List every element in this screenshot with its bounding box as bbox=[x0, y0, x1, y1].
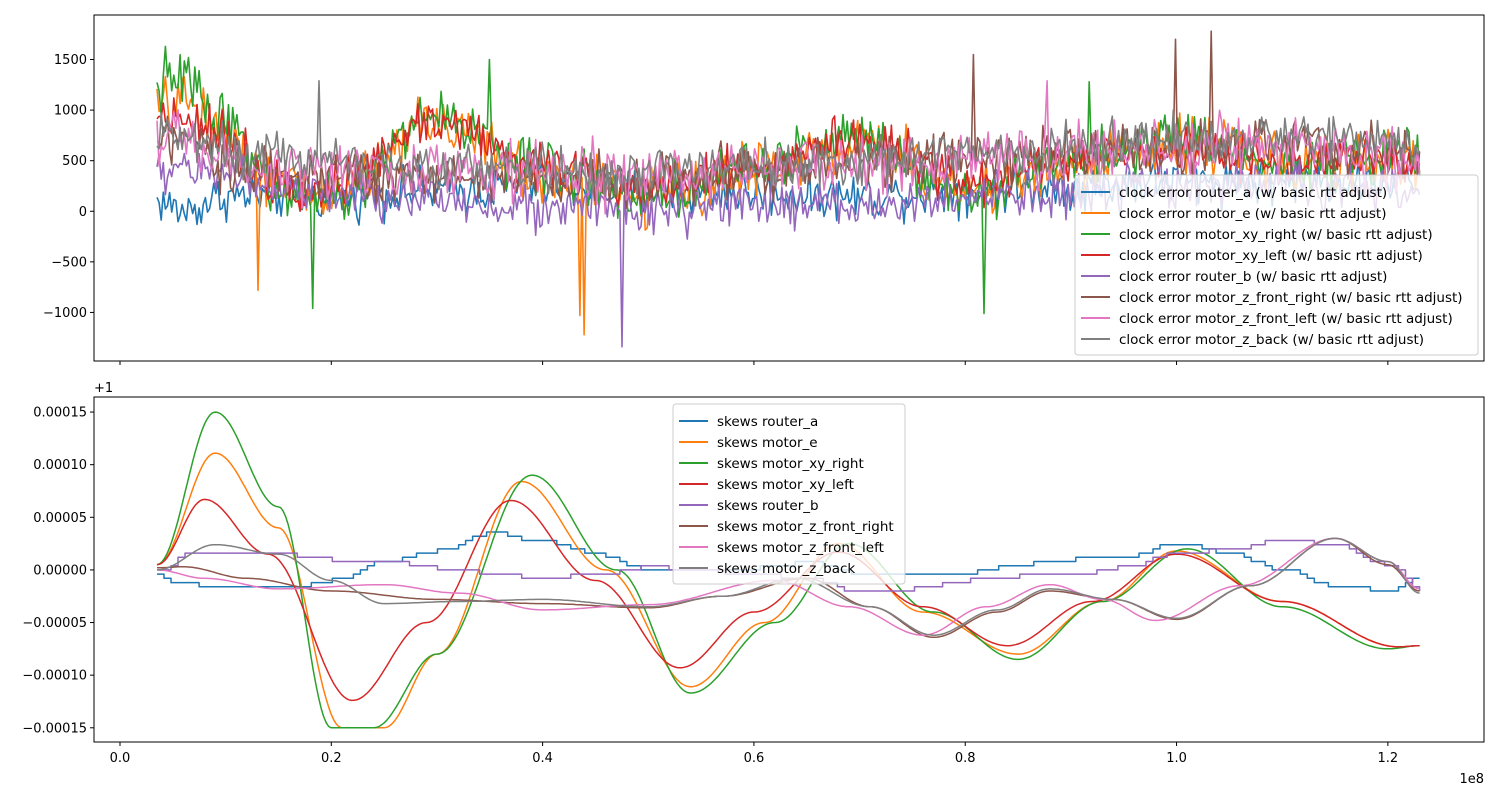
skews-x-ticks: 0.0 0.2 0.4 0.6 0.8 1.0 1.2 bbox=[110, 742, 1399, 766]
series-line-clock-error-motor-z-back-w-basic-rtt-adjust bbox=[156, 80, 1421, 198]
legend-entry-skews-motor-e: skews motor_e bbox=[679, 435, 818, 451]
legend-entry-clock-error-motor-z-back-w-basic-rtt-adjust: clock error motor_z_back (w/ basic rtt a… bbox=[1081, 332, 1424, 348]
legend-label: skews motor_z_front_left bbox=[717, 540, 884, 556]
y-tick-label: −500 bbox=[51, 255, 87, 270]
x-tick-label: 0.2 bbox=[321, 751, 342, 766]
clock-error-axes-frame bbox=[93, 14, 1485, 362]
legend-entry-clock-error-motor-xy-right-w-basic-rtt-adjust: clock error motor_xy_right (w/ basic rtt… bbox=[1081, 227, 1433, 243]
legend-entry-clock-error-router-a-w-basic-rtt-adjust: clock error router_a (w/ basic rtt adjus… bbox=[1081, 185, 1387, 201]
legend-label: skews motor_z_back bbox=[717, 561, 855, 577]
legend-entry-skews-router-a: skews router_a bbox=[679, 414, 818, 430]
legend-label: clock error router_b (w/ basic rtt adjus… bbox=[1119, 269, 1387, 285]
series-line-skews-motor-xy-right bbox=[156, 411, 1420, 729]
legend-entry-skews-motor-z-front-left: skews motor_z_front_left bbox=[679, 540, 884, 556]
y-tick-label: 0.00015 bbox=[33, 406, 87, 421]
y-tick-label: 1000 bbox=[54, 104, 87, 119]
series-line-skews-motor-xy-left bbox=[156, 498, 1420, 702]
y-tick-label: −0.00015 bbox=[22, 721, 87, 736]
skews-axes: 0.00015 0.00010 0.00005 0.00000 −0.00005 −0.0… bbox=[22, 381, 1485, 787]
clock-error-legend: clock error router_a (w/ basic rtt adjus… bbox=[1074, 174, 1479, 356]
clock-error-lines bbox=[156, 30, 1421, 348]
skews-x-scale-label: 1e8 bbox=[1459, 772, 1484, 787]
legend-label: skews motor_xy_left bbox=[717, 477, 854, 493]
legend-entry-skews-motor-z-front-right: skews motor_z_front_right bbox=[679, 519, 894, 535]
legend-label: clock error motor_e (w/ basic rtt adjust… bbox=[1119, 206, 1386, 222]
legend-entry-skews-motor-z-back: skews motor_z_back bbox=[679, 561, 855, 577]
y-tick-label: −0.00010 bbox=[22, 669, 87, 684]
y-tick-label: 0.00000 bbox=[33, 563, 87, 578]
legend-label: skews motor_z_front_right bbox=[717, 519, 894, 535]
x-tick-label: 1.0 bbox=[1166, 751, 1187, 766]
x-tick-label: 0.4 bbox=[532, 751, 553, 766]
legend-entry-skews-router-b: skews router_b bbox=[679, 498, 819, 514]
legend-label: clock error motor_z_front_right (w/ basi… bbox=[1119, 290, 1463, 306]
legend-box bbox=[1074, 174, 1479, 356]
legend-entry-clock-error-motor-e-w-basic-rtt-adjust: clock error motor_e (w/ basic rtt adjust… bbox=[1081, 206, 1386, 222]
legend-label: clock error motor_z_front_left (w/ basic… bbox=[1119, 311, 1453, 327]
x-tick-label: 0.8 bbox=[955, 751, 976, 766]
y-tick-label: 500 bbox=[62, 154, 87, 169]
y-tick-label: 1500 bbox=[54, 53, 87, 68]
clock-error-y-ticks: 1500 1000 500 0 −500 −1000 bbox=[43, 53, 94, 321]
legend-entry-clock-error-motor-xy-left-w-basic-rtt-adjust: clock error motor_xy_left (w/ basic rtt … bbox=[1081, 248, 1423, 264]
y-tick-label: 0 bbox=[79, 205, 87, 220]
skews-y-ticks: 0.00015 0.00010 0.00005 0.00000 −0.00005 −0.0… bbox=[22, 406, 94, 736]
y-tick-label: 0.00005 bbox=[33, 511, 87, 526]
y-tick-label: −1000 bbox=[43, 306, 87, 321]
y-tick-label: 0.00010 bbox=[33, 458, 87, 473]
legend-label: skews router_b bbox=[717, 498, 819, 514]
legend-entry-skews-motor-xy-left: skews motor_xy_left bbox=[679, 477, 854, 493]
legend-label: clock error motor_xy_right (w/ basic rtt… bbox=[1119, 227, 1433, 243]
legend-box bbox=[672, 403, 906, 585]
legend-label: clock error motor_xy_left (w/ basic rtt … bbox=[1119, 248, 1423, 264]
x-tick-label: 0.0 bbox=[110, 751, 131, 766]
x-tick-label: 1.2 bbox=[1378, 751, 1399, 766]
legend-entry-clock-error-motor-z-front-left-w-basic-rtt-adjust: clock error motor_z_front_left (w/ basic… bbox=[1081, 311, 1453, 327]
x-tick-label: 0.6 bbox=[744, 751, 765, 766]
clock-error-axes: 1500 1000 500 0 −500 −1000 clock error router… bbox=[43, 14, 1485, 365]
legend-label: skews motor_xy_right bbox=[717, 456, 864, 472]
legend-label: clock error motor_z_back (w/ basic rtt a… bbox=[1119, 332, 1424, 348]
skews-y-offset-label: +1 bbox=[94, 381, 113, 396]
legend-entry-clock-error-router-b-w-basic-rtt-adjust: clock error router_b (w/ basic rtt adjus… bbox=[1081, 269, 1387, 285]
y-tick-label: −0.00005 bbox=[22, 616, 87, 631]
legend-entry-clock-error-motor-z-front-right-w-basic-rtt-adjust: clock error motor_z_front_right (w/ basi… bbox=[1081, 290, 1463, 306]
legend-label: skews router_a bbox=[717, 414, 818, 430]
clock-error-x-ticks bbox=[119, 361, 1389, 365]
legend-label: skews motor_e bbox=[717, 435, 818, 451]
legend-entry-skews-motor-xy-right: skews motor_xy_right bbox=[679, 456, 864, 472]
legend-label: clock error router_a (w/ basic rtt adjus… bbox=[1119, 185, 1387, 201]
